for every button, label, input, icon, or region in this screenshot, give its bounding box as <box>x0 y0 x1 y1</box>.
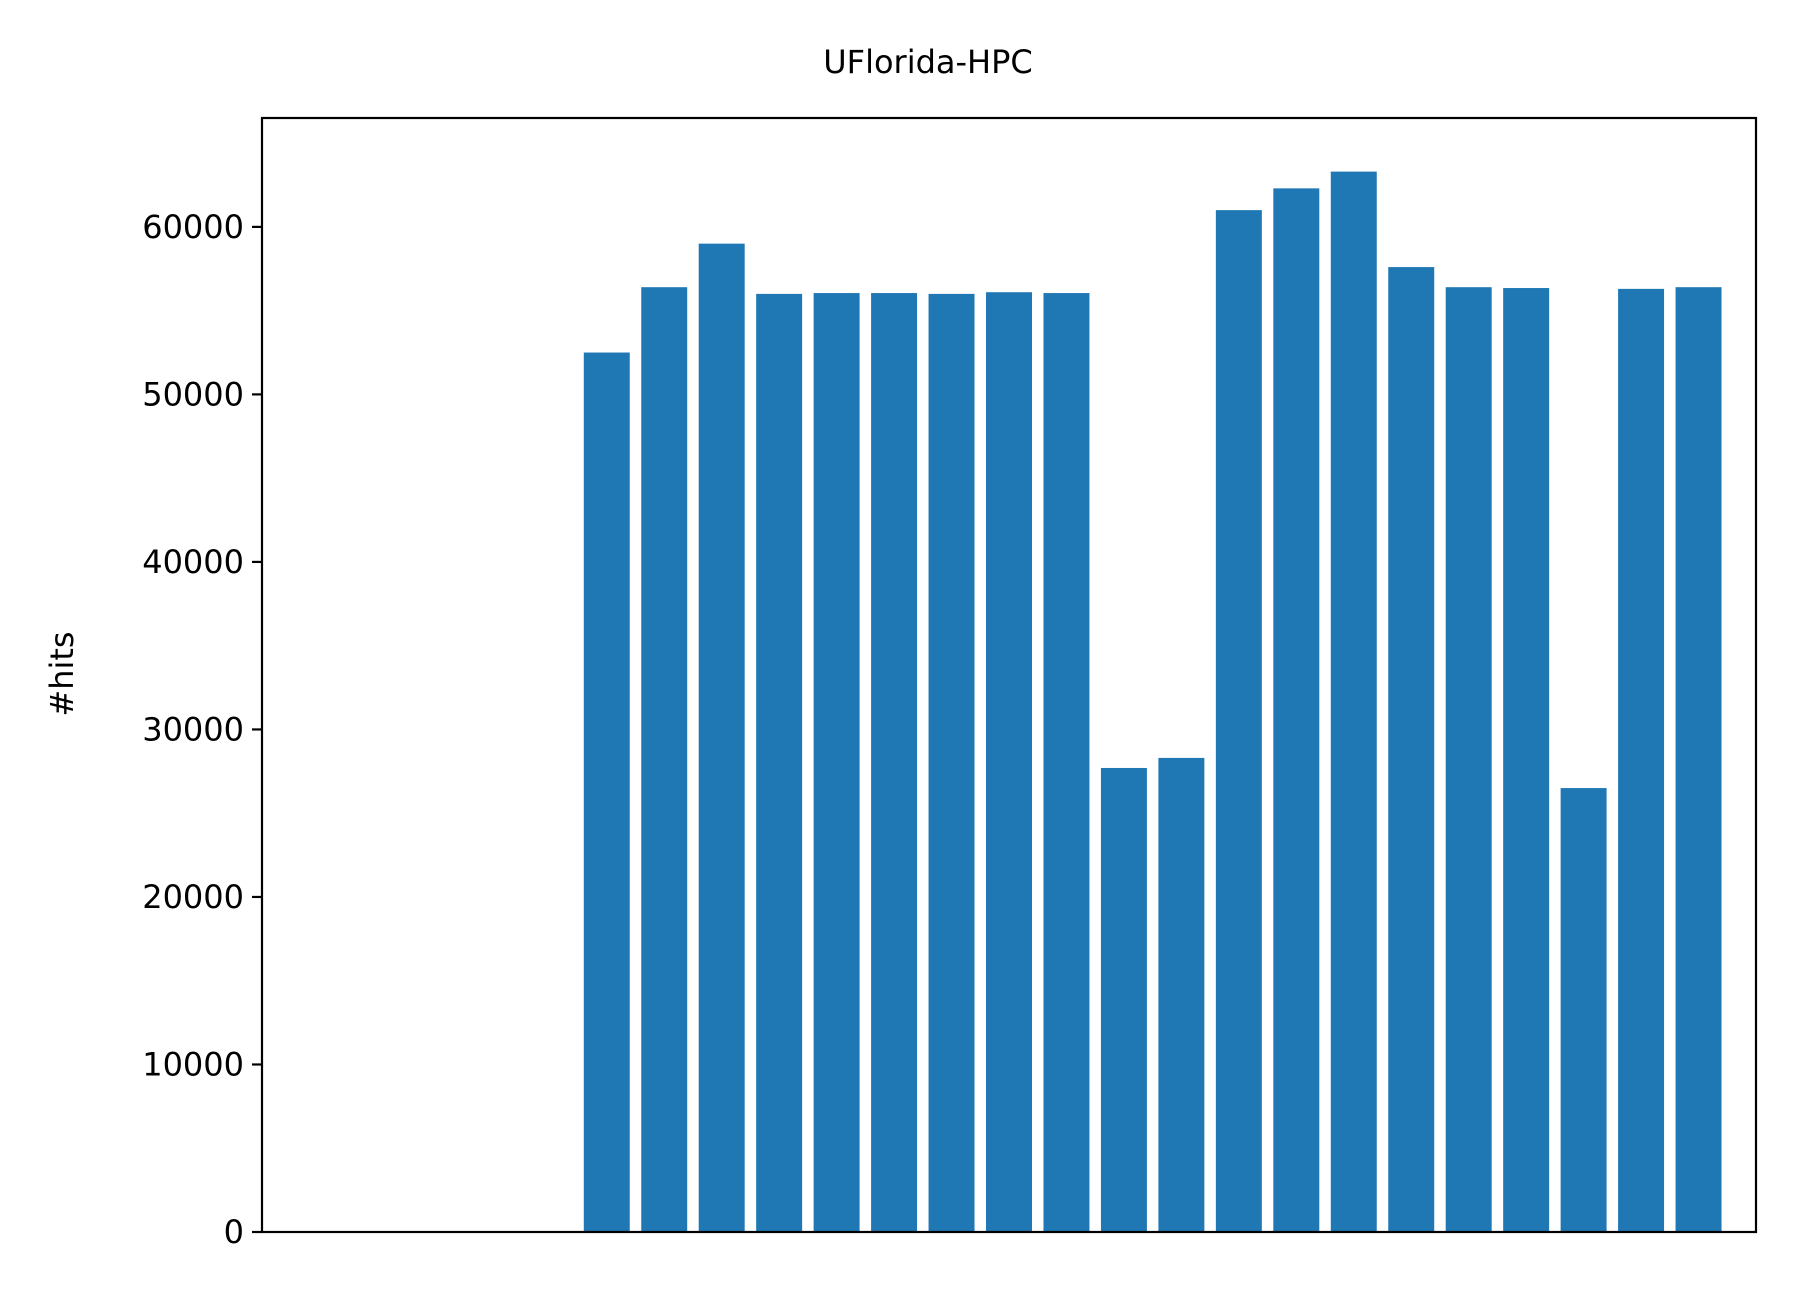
bar-18 <box>1618 288 1665 1233</box>
bar-9 <box>1100 767 1147 1232</box>
bar-11 <box>1215 210 1262 1232</box>
bar-12 <box>1273 188 1320 1232</box>
y-tick-label-5: 50000 <box>142 375 244 413</box>
bar-2 <box>698 243 745 1232</box>
bar-6 <box>928 293 975 1232</box>
y-tick-label-0: 0 <box>224 1213 244 1251</box>
bar-4 <box>813 293 860 1232</box>
bar-16 <box>1503 288 1550 1232</box>
bar-13 <box>1330 171 1377 1233</box>
bar-0 <box>583 352 630 1232</box>
y-axis-ticks: 0 10000 20000 30000 40000 50000 60000 <box>142 208 262 1251</box>
bar-7 <box>986 292 1032 1232</box>
chart-title: UFlorida-HPC <box>823 43 1033 81</box>
bar-3 <box>756 293 803 1232</box>
bar-1 <box>641 287 688 1232</box>
bar-5 <box>871 293 918 1232</box>
y-axis-label: #hits <box>43 631 81 716</box>
y-tick-label-6: 60000 <box>142 208 244 246</box>
axes-frame <box>260 116 1758 1234</box>
y-tick-label-2: 20000 <box>142 878 244 916</box>
bars-group <box>583 171 1722 1233</box>
bar-8 <box>1043 293 1090 1232</box>
y-tick-label-1: 10000 <box>142 1045 244 1083</box>
bar-19 <box>1675 287 1722 1232</box>
bar-15 <box>1445 287 1492 1232</box>
bar-14 <box>1388 267 1435 1232</box>
bar-10 <box>1158 757 1205 1232</box>
y-tick-label-3: 30000 <box>142 710 244 748</box>
y-tick-label-4: 40000 <box>142 543 244 581</box>
bar-17 <box>1560 788 1607 1232</box>
